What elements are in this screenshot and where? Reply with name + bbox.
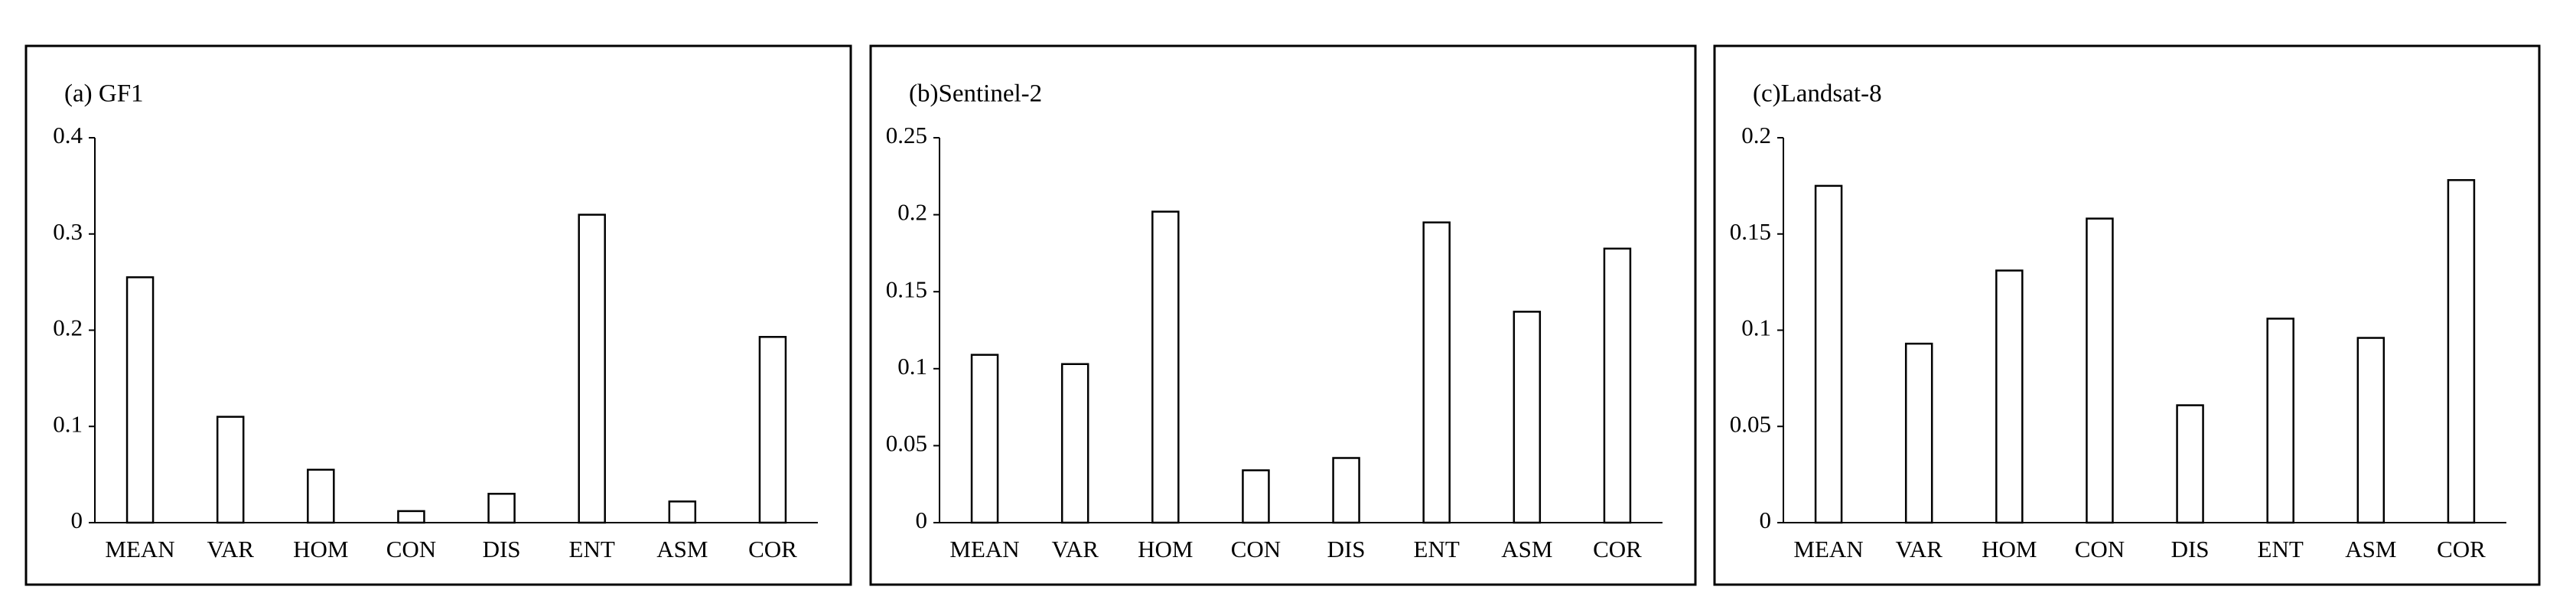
x-tick-label: CON	[1231, 536, 1281, 562]
bar	[397, 510, 425, 524]
y-tick-label: 0.2	[53, 315, 83, 341]
x-tick-label: MEAN	[949, 536, 1019, 562]
bar	[2266, 318, 2294, 524]
y-tick-label: 0.05	[1730, 410, 1771, 437]
x-tick-label: MEAN	[1793, 536, 1863, 562]
bar	[2356, 337, 2385, 524]
y-tick-label: 0.1	[53, 410, 83, 437]
x-tick-label: COR	[1593, 536, 1642, 562]
x-tick-label: CON	[386, 536, 436, 562]
y-tick-label: 0.15	[886, 275, 927, 302]
bar	[1151, 210, 1180, 524]
y-tick-label: 0	[71, 507, 83, 533]
bar	[668, 500, 697, 524]
chart-title: (c)Landsat-8	[1753, 80, 1882, 108]
x-tick-label: VAR	[1895, 536, 1943, 562]
y-tick-label: 0.2	[897, 199, 927, 226]
bar	[1422, 221, 1451, 524]
bar	[758, 336, 787, 524]
bar	[1603, 247, 1632, 524]
bar	[216, 416, 245, 524]
x-tick-label: HOM	[1982, 536, 2037, 562]
panel-frame	[24, 44, 852, 586]
x-tick-label: VAR	[207, 536, 254, 562]
x-tick-label: CON	[2075, 536, 2125, 562]
y-tick-label: 0.3	[53, 218, 83, 245]
bar	[1904, 342, 1933, 524]
bar	[1814, 184, 1843, 524]
bar	[1060, 363, 1089, 524]
y-tick-label: 0.05	[886, 430, 927, 457]
panel-frame	[869, 44, 1697, 586]
y-tick-label: 0.2	[1741, 122, 1771, 148]
bar	[2176, 404, 2204, 524]
x-tick-label: ASM	[1501, 536, 1552, 562]
y-tick-label: 0.4	[53, 122, 83, 148]
y-tick-label: 0	[1760, 507, 1772, 533]
bar	[1332, 457, 1360, 524]
bar	[1995, 269, 2024, 524]
x-tick-label: ENT	[1414, 536, 1460, 562]
x-tick-label: ASM	[2345, 536, 2396, 562]
x-tick-label: HOM	[1138, 536, 1193, 562]
x-tick-label: DIS	[483, 536, 521, 562]
x-tick-label: ENT	[2258, 536, 2304, 562]
x-tick-label: HOM	[293, 536, 348, 562]
x-tick-label: COR	[2437, 536, 2486, 562]
x-tick-label: MEAN	[105, 536, 174, 562]
y-tick-label: 0.15	[1730, 218, 1771, 245]
bar	[125, 276, 155, 524]
bar	[307, 468, 335, 524]
x-tick-label: DIS	[1327, 536, 1366, 562]
y-tick-label: 0.1	[897, 353, 927, 380]
bar	[578, 213, 606, 524]
x-tick-label: COR	[748, 536, 797, 562]
chart-title: (a) GF1	[64, 80, 144, 108]
x-tick-label: VAR	[1051, 536, 1099, 562]
y-tick-label: 0.1	[1741, 315, 1771, 341]
chart-title: (b)Sentinel-2	[909, 80, 1042, 108]
bar	[970, 354, 999, 524]
bar	[2086, 217, 2114, 524]
panel-frame	[1713, 44, 2541, 586]
bar	[2447, 179, 2476, 524]
y-tick-label: 0.25	[886, 122, 927, 148]
x-tick-label: ENT	[569, 536, 615, 562]
bar	[1242, 469, 1270, 524]
x-tick-label: DIS	[2171, 536, 2210, 562]
y-tick-label: 0	[916, 507, 928, 533]
bar	[1513, 311, 1542, 524]
bar	[487, 493, 516, 524]
x-tick-label: ASM	[656, 536, 708, 562]
